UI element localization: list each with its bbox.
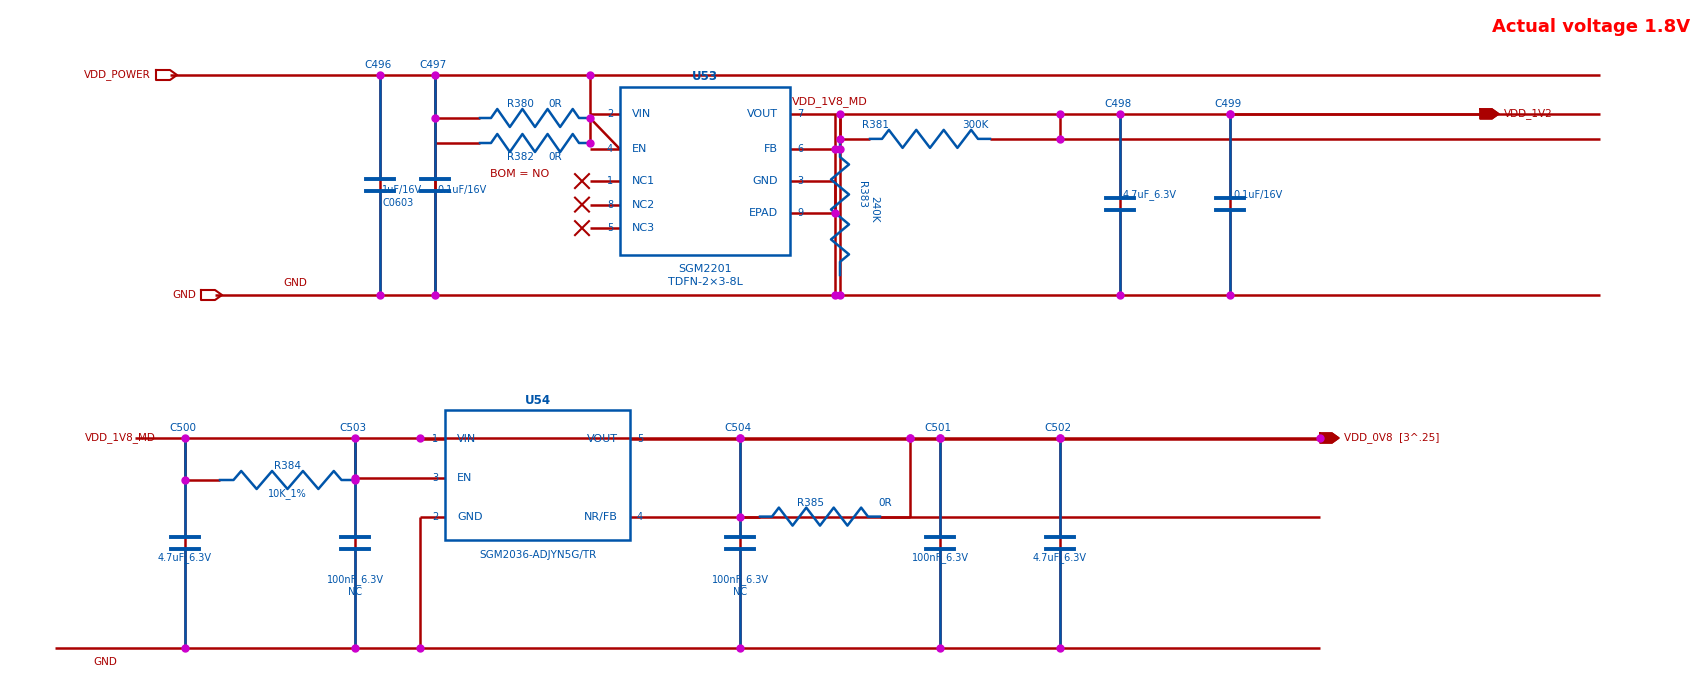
Polygon shape [1320, 433, 1339, 443]
Text: NC1: NC1 [633, 176, 655, 186]
Text: EN: EN [633, 144, 648, 154]
Text: NR/FB: NR/FB [583, 511, 617, 522]
Text: 300K: 300K [961, 120, 988, 130]
Text: VDD_POWER: VDD_POWER [85, 70, 151, 81]
Text: VIN: VIN [458, 433, 476, 444]
Text: R381: R381 [861, 120, 888, 130]
Text: 1: 1 [432, 433, 437, 444]
Text: U53: U53 [692, 70, 718, 83]
Text: 0R: 0R [548, 152, 561, 162]
Text: 5: 5 [636, 433, 643, 444]
Text: C0603: C0603 [383, 198, 413, 208]
Text: NC3: NC3 [633, 223, 655, 233]
Text: 240K: 240K [869, 196, 879, 223]
Text: EN: EN [458, 473, 473, 482]
Text: C496: C496 [364, 60, 391, 70]
Text: 4: 4 [607, 144, 612, 154]
Text: EPAD: EPAD [748, 208, 777, 218]
Text: VDD_1V2: VDD_1V2 [1504, 108, 1553, 119]
Text: NC: NC [733, 587, 747, 597]
Text: 4.7uF_6.3V: 4.7uF_6.3V [158, 553, 213, 564]
Text: VIN: VIN [633, 109, 651, 119]
Text: FB: FB [764, 144, 777, 154]
Text: VDD_1V8_MD: VDD_1V8_MD [85, 433, 156, 444]
Text: R384: R384 [274, 461, 301, 471]
Text: R385: R385 [796, 497, 823, 508]
Text: 4.7uF_6.3V: 4.7uF_6.3V [1123, 190, 1177, 201]
Text: SGM2036-ADJYN5G/TR: SGM2036-ADJYN5G/TR [480, 550, 595, 560]
Text: C503: C503 [340, 423, 366, 433]
Text: GND: GND [282, 278, 306, 288]
Text: C499: C499 [1215, 99, 1242, 109]
Bar [446, 410, 629, 540]
Text: 10K_1%: 10K_1% [269, 489, 306, 500]
Text: SGM2201: SGM2201 [679, 264, 731, 274]
Text: VOUT: VOUT [747, 109, 777, 119]
Text: 9: 9 [798, 208, 803, 218]
Text: C501: C501 [924, 423, 951, 433]
Text: 0R: 0R [548, 99, 561, 109]
Text: 100nF_6.3V: 100nF_6.3V [711, 575, 769, 585]
Text: 3: 3 [798, 176, 803, 186]
Text: 0.1uF/16V: 0.1uF/16V [437, 185, 486, 195]
Text: NC2: NC2 [633, 199, 655, 210]
Text: 8: 8 [607, 199, 612, 210]
Polygon shape [1480, 109, 1499, 119]
Text: C498: C498 [1104, 99, 1131, 109]
Text: NC: NC [349, 587, 362, 597]
Text: 1: 1 [607, 176, 612, 186]
Text: 7: 7 [798, 109, 803, 119]
Text: 2: 2 [432, 511, 437, 522]
Text: 2: 2 [607, 109, 612, 119]
Text: VDD_0V8  [3^.25]: VDD_0V8 [3^.25] [1344, 433, 1439, 444]
Text: BOM = NO: BOM = NO [490, 169, 549, 179]
Text: 0.1uF/16V: 0.1uF/16V [1233, 190, 1283, 200]
Text: C504: C504 [725, 423, 752, 433]
Text: C502: C502 [1044, 423, 1072, 433]
Text: 3: 3 [432, 473, 437, 482]
Text: U54: U54 [524, 393, 551, 406]
Text: 5: 5 [607, 223, 612, 233]
Text: GND: GND [172, 290, 196, 300]
Text: GND: GND [752, 176, 777, 186]
Text: R380: R380 [507, 99, 534, 109]
Bar [619, 87, 789, 255]
Text: 4: 4 [636, 511, 643, 522]
Text: C500: C500 [170, 423, 197, 433]
Text: VDD_1V8_MD: VDD_1V8_MD [793, 97, 868, 108]
Text: 100nF_6.3V: 100nF_6.3V [327, 575, 383, 585]
Text: 0R: 0R [878, 497, 891, 508]
Text: 4.7uF_6.3V: 4.7uF_6.3V [1033, 553, 1087, 564]
Text: GND: GND [94, 657, 117, 667]
Text: C497: C497 [420, 60, 447, 70]
Text: 6: 6 [798, 144, 803, 154]
Text: VOUT: VOUT [587, 433, 617, 444]
Text: Actual voltage 1.8V: Actual voltage 1.8V [1492, 18, 1691, 36]
Text: GND: GND [458, 511, 483, 522]
Text: 1uF/16V: 1uF/16V [383, 185, 422, 195]
Text: R382: R382 [507, 152, 534, 162]
Text: R383: R383 [857, 181, 868, 208]
Text: TDFN-2×3-8L: TDFN-2×3-8L [667, 277, 742, 287]
Text: 100nF_6.3V: 100nF_6.3V [912, 553, 968, 564]
